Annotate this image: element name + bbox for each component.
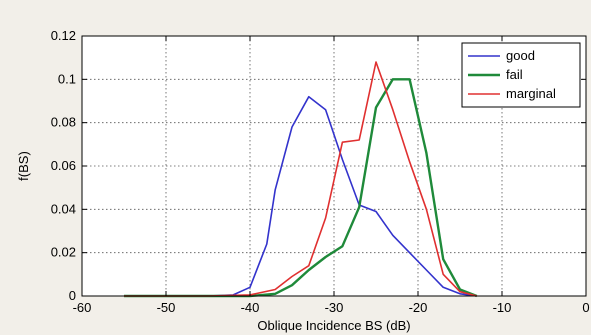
- x-tick-label: -10: [493, 300, 512, 315]
- x-tick-label: -50: [157, 300, 176, 315]
- x-tick-label: -20: [409, 300, 428, 315]
- x-tick-label: 0: [582, 300, 589, 315]
- x-tick-label: -40: [241, 300, 260, 315]
- y-tick-label: 0.12: [51, 28, 76, 43]
- y-tick-label: 0.08: [51, 115, 76, 130]
- y-axis-label: f(BS): [16, 151, 31, 181]
- y-tick-label: 0: [69, 288, 76, 303]
- legend: good fail marginal: [461, 42, 581, 108]
- x-tick-label: -30: [325, 300, 344, 315]
- legend-label-good: good: [506, 48, 535, 63]
- series-line-marginal: [124, 61, 477, 297]
- legend-label-fail: fail: [506, 67, 523, 82]
- y-tick-label: 0.02: [51, 245, 76, 260]
- ticks: -60 -50 -40 -30 -20 -10 0 0 0.02 0.04 0.06 0.08 0.1 0…: [51, 28, 590, 315]
- x-tick-label: -60: [73, 300, 92, 315]
- y-tick-label: 0.06: [51, 158, 76, 173]
- x-axis-label: Oblique Incidence BS (dB): [257, 318, 410, 333]
- y-tick-label: 0.04: [51, 201, 76, 216]
- y-tick-label: 0.1: [58, 71, 76, 86]
- legend-label-marginal: marginal: [506, 86, 556, 101]
